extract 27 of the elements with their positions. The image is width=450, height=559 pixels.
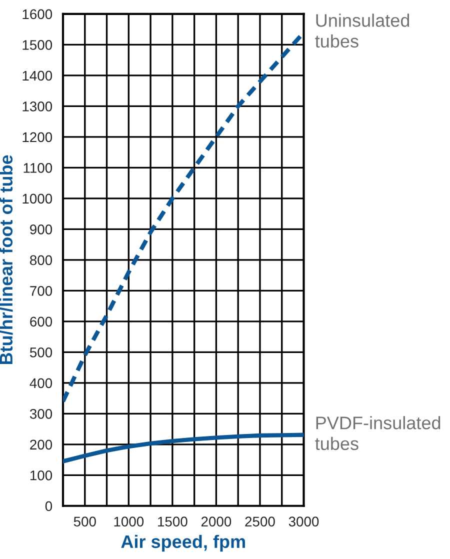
y-tick-label: 900: [30, 224, 52, 234]
series-label: Uninsulated tubes: [315, 14, 410, 48]
line-series: [63, 432, 304, 464]
y-tick-label: 400: [30, 378, 52, 388]
y-tick-label: 1200: [22, 132, 52, 142]
y-tick-label: 800: [30, 255, 52, 266]
x-tick-label: 2500: [245, 516, 275, 527]
y-tick-label: 1300: [22, 102, 52, 112]
y-tick-label: 200: [30, 440, 52, 450]
x-tick-label: 3000: [288, 516, 319, 527]
x-tick-label: 2000: [201, 516, 232, 527]
y-tick-label: 1000: [22, 194, 52, 204]
y-tick-label: 1600: [22, 9, 52, 20]
y-tick-label: 600: [30, 316, 52, 327]
x-axis-title: Air speed, fpm: [121, 534, 245, 552]
y-tick-label: 0: [45, 501, 52, 512]
y-tick-label: 500: [30, 348, 52, 358]
y-tick-label: 1100: [24, 163, 52, 173]
y-tick-label: 300: [30, 408, 52, 419]
series-label: PVDF-insulated tubes: [315, 416, 440, 450]
y-tick-label: 1500: [22, 40, 52, 50]
y-tick-label: 700: [30, 286, 52, 296]
x-tick-label: 1500: [158, 516, 188, 527]
y-tick-label: 100: [30, 470, 52, 480]
x-tick-label: 500: [74, 516, 96, 527]
x-tick-label: 1000: [114, 516, 144, 527]
y-tick-label: 1400: [22, 70, 52, 81]
